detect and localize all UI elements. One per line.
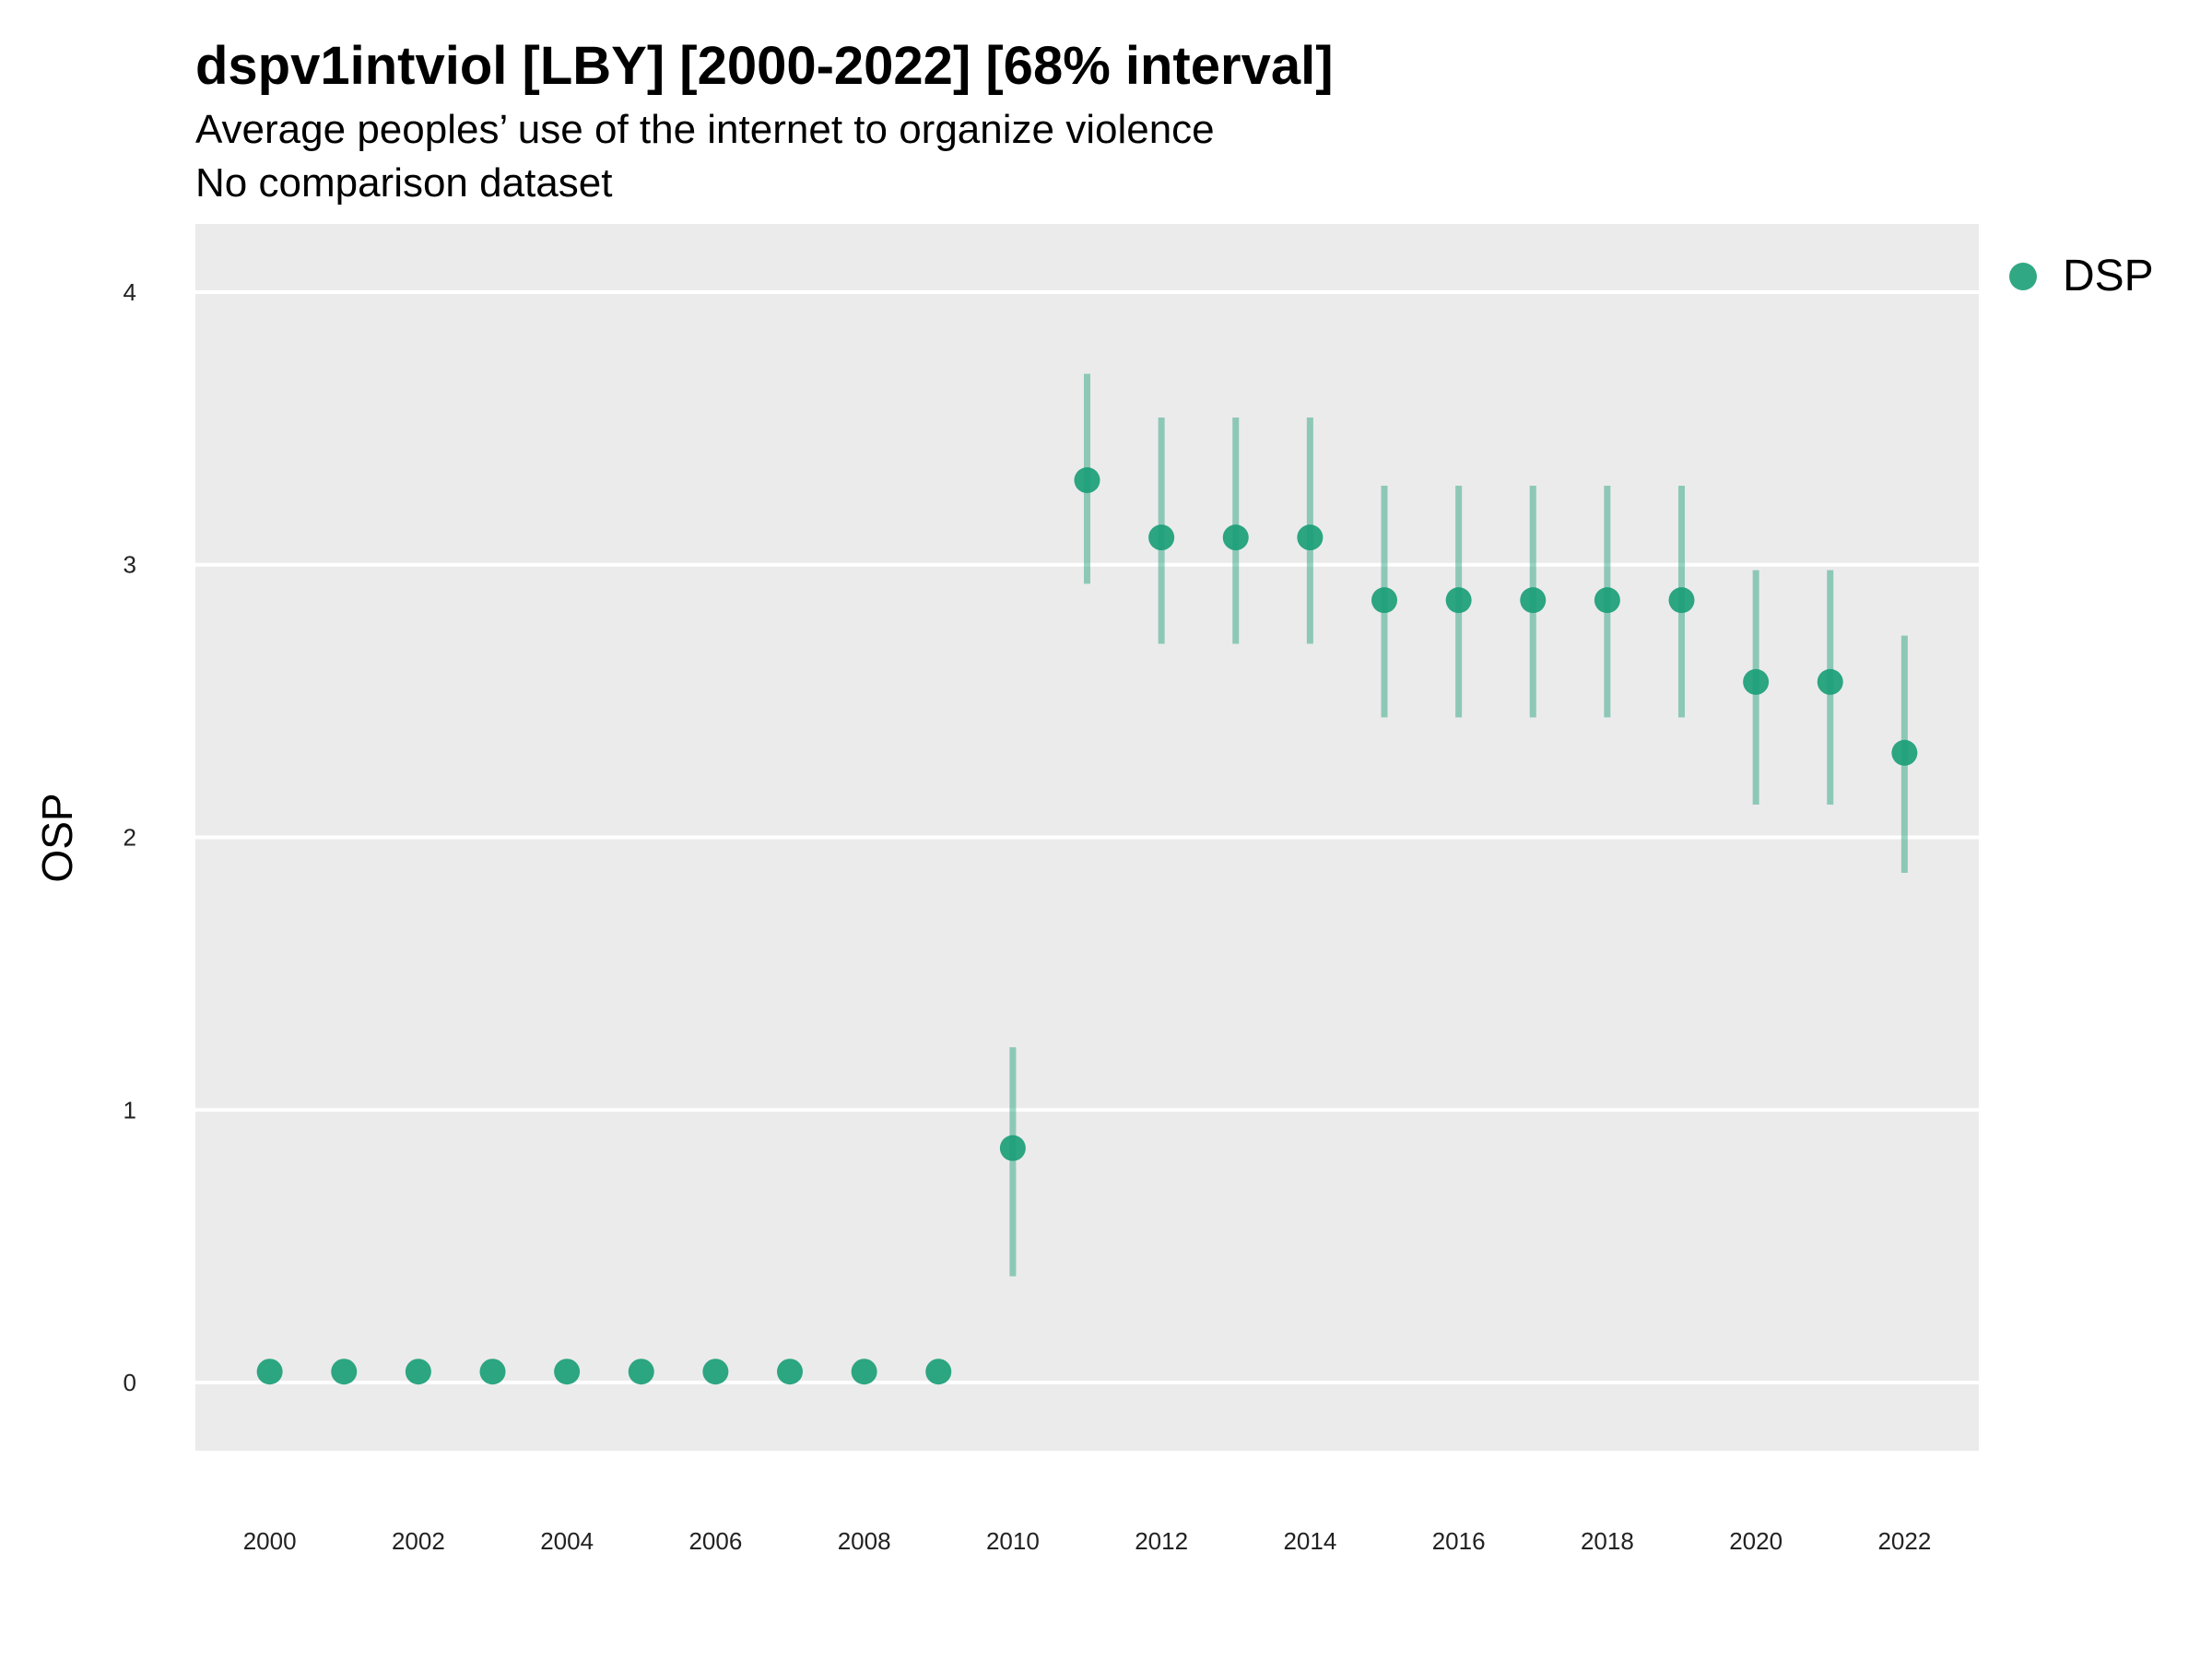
grid-lines	[195, 289, 1979, 1385]
chart-subtitle: Average peoples’ use of the internet to …	[195, 107, 1215, 152]
data-point	[479, 1359, 506, 1385]
data-point	[1074, 467, 1100, 494]
legend: DSP	[2009, 251, 2154, 301]
data-point	[999, 1135, 1026, 1161]
x-tick-label: 2020	[1729, 1527, 1783, 1555]
data-point	[1520, 587, 1547, 614]
data-point	[628, 1359, 654, 1385]
data-point	[1594, 587, 1620, 614]
data-point	[1445, 587, 1472, 614]
x-tick-label: 2008	[838, 1527, 891, 1555]
y-axis-ticks: 0 1 2 3 4	[124, 278, 136, 1396]
data-point	[1743, 668, 1770, 695]
chart-title: dspv1intviol [LBY] [2000-2022] [68% inte…	[195, 36, 1334, 96]
x-tick-label: 2010	[986, 1527, 1040, 1555]
data-point	[1297, 524, 1324, 551]
x-tick-label: 2016	[1432, 1527, 1486, 1555]
y-tick-label: 1	[124, 1096, 136, 1124]
x-tick-label: 2004	[540, 1527, 594, 1555]
data-point	[405, 1359, 431, 1385]
data-point	[256, 1359, 283, 1385]
y-axis-label: OSP	[33, 793, 81, 882]
legend-label-dsp: DSP	[2063, 252, 2154, 300]
x-tick-label: 2018	[1581, 1527, 1634, 1555]
data-point	[777, 1359, 803, 1385]
x-tick-label: 2012	[1135, 1527, 1188, 1555]
data-points	[256, 467, 1918, 1385]
data-point	[554, 1359, 581, 1385]
chart-note: No comparison dataset	[195, 160, 613, 206]
data-point	[1222, 524, 1249, 551]
y-tick-label: 0	[124, 1369, 136, 1396]
x-tick-label: 2000	[243, 1527, 297, 1555]
data-point	[925, 1359, 952, 1385]
x-tick-label: 2006	[688, 1527, 742, 1555]
legend-marker-dsp	[2009, 262, 2037, 290]
x-tick-label: 2022	[1877, 1527, 1931, 1555]
data-point	[1148, 524, 1175, 551]
x-axis-ticks: 2000 2002 2004 2006 2008 2010 2012 2014 2016 2018…	[243, 1527, 1932, 1555]
y-tick-label: 3	[124, 551, 136, 579]
data-point	[1817, 668, 1843, 695]
data-point	[1891, 739, 1918, 766]
x-tick-label: 2002	[392, 1527, 445, 1555]
x-tick-label: 2014	[1283, 1527, 1336, 1555]
data-point	[851, 1359, 877, 1385]
data-point	[702, 1359, 729, 1385]
y-tick-label: 4	[124, 278, 136, 306]
data-point	[1668, 587, 1695, 614]
data-point	[331, 1359, 358, 1385]
data-point	[1371, 587, 1397, 614]
y-tick-label: 2	[124, 824, 136, 852]
